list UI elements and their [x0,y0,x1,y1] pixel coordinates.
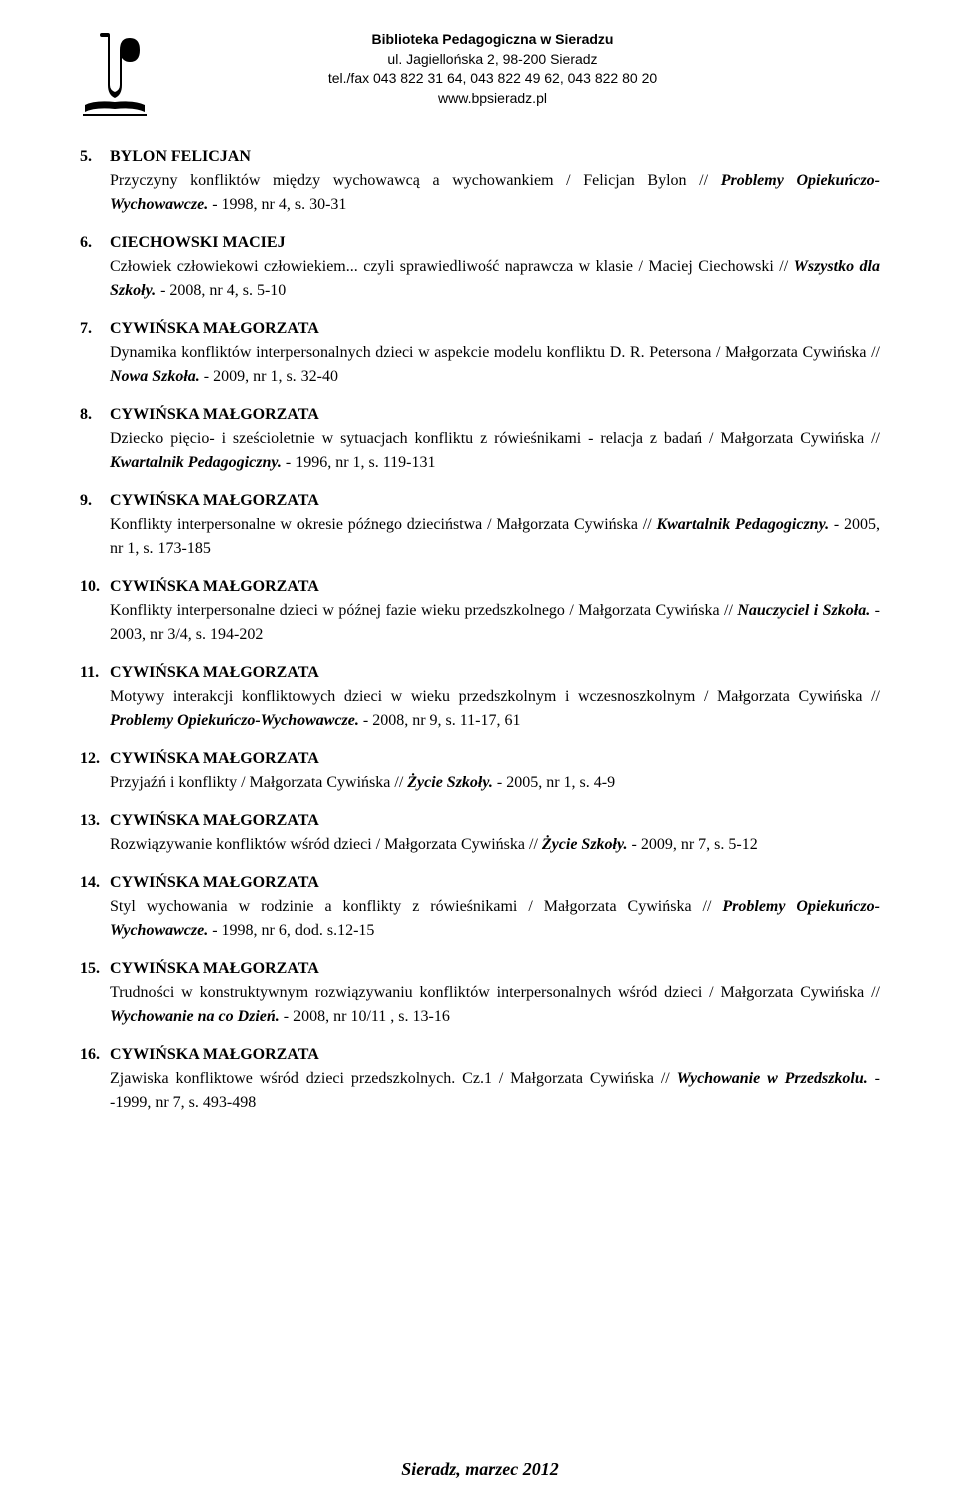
entry-heading: 13.CYWIŃSKA MAŁGORZATA [80,809,880,833]
entry-body: Dynamika konfliktów interpersonalnych dz… [110,341,880,389]
entry-body-pre: Człowiek człowiekowi człowiekiem... czyl… [110,258,794,275]
entry-heading: 10.CYWIŃSKA MAŁGORZATA [80,575,880,599]
entry-number: 6. [80,231,110,255]
entry-source-title: Kwartalnik Pedagogiczny. [110,454,282,471]
entry-heading: 15.CYWIŃSKA MAŁGORZATA [80,957,880,981]
entry-body-post: - 2009, nr 7, s. 5-12 [628,836,758,853]
entry-number: 12. [80,747,110,771]
entry-source-title: Wychowanie w Przedszkolu. [677,1070,868,1087]
entry-source-title: Kwartalnik Pedagogiczny. [656,516,829,533]
bibliography-entry: 6.CIECHOWSKI MACIEJ Człowiek człowiekowi … [80,231,880,303]
entry-body-pre: Dziecko pięcio- i sześcioletnie w sytuac… [110,430,880,447]
bibliography-entry: 11.CYWIŃSKA MAŁGORZATA Motywy interakcji … [80,661,880,733]
entry-author: CYWIŃSKA MAŁGORZATA [110,871,319,895]
entry-body-pre: Przyczyny konfliktów między wychowawcą a… [110,172,721,189]
entry-body-pre: Przyjaźń i konflikty / Małgorzata Cywińs… [110,774,407,791]
entry-body: Dziecko pięcio- i sześcioletnie w sytuac… [110,427,880,475]
entry-body-pre: Styl wychowania w rodzinie a konflikty z… [110,898,722,915]
document-header: Biblioteka Pedagogiczna w Sieradzu ul. J… [80,30,880,120]
entry-body: Rozwiązywanie konfliktów wśród dzieci / … [110,833,880,857]
entry-body: Motywy interakcji konfliktowych dzieci w… [110,685,880,733]
entry-author: CYWIŃSKA MAŁGORZATA [110,809,319,833]
entry-heading: 6.CIECHOWSKI MACIEJ [80,231,880,255]
entry-body-pre: Konflikty interpersonalne dzieci w późne… [110,602,737,619]
bibliography-entry: 8.CYWIŃSKA MAŁGORZATA Dziecko pięcio- i s… [80,403,880,475]
entry-body: Konflikty interpersonalne w okresie późn… [110,513,880,561]
bibliography-entry: 5.BYLON FELICJAN Przyczyny konfliktów mię… [80,145,880,217]
entry-number: 5. [80,145,110,169]
entry-body: Przyczyny konfliktów między wychowawcą a… [110,169,880,217]
entry-heading: 12.CYWIŃSKA MAŁGORZATA [80,747,880,771]
bibliography-entry: 14.CYWIŃSKA MAŁGORZATA Styl wychowania w … [80,871,880,943]
entry-body: Przyjaźń i konflikty / Małgorzata Cywińs… [110,771,880,795]
entry-heading: 11.CYWIŃSKA MAŁGORZATA [80,661,880,685]
entry-number: 10. [80,575,110,599]
bibliography-entry: 7.CYWIŃSKA MAŁGORZATA Dynamika konfliktów… [80,317,880,389]
entry-number: 9. [80,489,110,513]
entry-author: CIECHOWSKI MACIEJ [110,231,286,255]
entry-author: CYWIŃSKA MAŁGORZATA [110,747,319,771]
entry-body-pre: Zjawiska konfliktowe wśród dzieci przeds… [110,1070,677,1087]
entry-body-post: - 2005, nr 1, s. 4-9 [493,774,615,791]
entry-heading: 14.CYWIŃSKA MAŁGORZATA [80,871,880,895]
entry-author: CYWIŃSKA MAŁGORZATA [110,1043,319,1067]
entry-body-post: - 2009, nr 1, s. 32-40 [200,368,338,385]
entry-body-pre: Konflikty interpersonalne w okresie późn… [110,516,656,533]
entry-number: 11. [80,661,110,685]
document-footer: Sieradz, marzec 2012 [0,1459,960,1480]
bibliography-entry: 12.CYWIŃSKA MAŁGORZATA Przyjaźń i konflik… [80,747,880,795]
header-address: Biblioteka Pedagogiczna w Sieradzu ul. J… [105,30,880,108]
entry-heading: 5.BYLON FELICJAN [80,145,880,169]
entry-source-title: Problemy Opiekuńczo-Wychowawcze. [110,712,359,729]
entry-number: 8. [80,403,110,427]
entry-number: 16. [80,1043,110,1067]
entry-body: Zjawiska konfliktowe wśród dzieci przeds… [110,1067,880,1115]
entry-author: CYWIŃSKA MAŁGORZATA [110,575,319,599]
entry-number: 13. [80,809,110,833]
entry-author: CYWIŃSKA MAŁGORZATA [110,661,319,685]
entry-body-pre: Motywy interakcji konfliktowych dzieci w… [110,688,880,705]
entry-body-pre: Trudności w konstruktywnym rozwiązywaniu… [110,984,880,1001]
entry-body-post: - 1996, nr 1, s. 119-131 [282,454,436,471]
entry-heading: 9.CYWIŃSKA MAŁGORZATA [80,489,880,513]
entry-heading: 7.CYWIŃSKA MAŁGORZATA [80,317,880,341]
entry-body: Trudności w konstruktywnym rozwiązywaniu… [110,981,880,1029]
header-line4: www.bpsieradz.pl [105,89,880,109]
entry-heading: 8.CYWIŃSKA MAŁGORZATA [80,403,880,427]
entry-body-post: - 2008, nr 9, s. 11-17, 61 [359,712,521,729]
header-line3: tel./fax 043 822 31 64, 043 822 49 62, 0… [105,69,880,89]
entry-source-title: Nowa Szkoła. [110,368,200,385]
bibliography-entry: 16.CYWIŃSKA MAŁGORZATA Zjawiska konflikto… [80,1043,880,1115]
entry-body-post: - 1998, nr 6, dod. s.12-15 [208,922,374,939]
entry-author: CYWIŃSKA MAŁGORZATA [110,317,319,341]
entry-body-post: - 2008, nr 4, s. 5-10 [156,282,286,299]
bibliography-entry: 10.CYWIŃSKA MAŁGORZATA Konflikty interper… [80,575,880,647]
entry-body-pre: Dynamika konfliktów interpersonalnych dz… [110,344,880,361]
entry-number: 14. [80,871,110,895]
entry-heading: 16.CYWIŃSKA MAŁGORZATA [80,1043,880,1067]
bibliography-entry: 13.CYWIŃSKA MAŁGORZATA Rozwiązywanie konf… [80,809,880,857]
entry-source-title: Życie Szkoły. [407,774,493,791]
entry-number: 7. [80,317,110,341]
header-line2: ul. Jagiellońska 2, 98-200 Sieradz [105,50,880,70]
entry-body-post: - 2008, nr 10/11 , s. 13-16 [280,1008,450,1025]
entry-body-post: - 1998, nr 4, s. 30-31 [208,196,346,213]
entry-body-pre: Rozwiązywanie konfliktów wśród dzieci / … [110,836,542,853]
entry-body: Człowiek człowiekowi człowiekiem... czyl… [110,255,880,303]
header-line1: Biblioteka Pedagogiczna w Sieradzu [105,30,880,50]
entry-number: 15. [80,957,110,981]
entry-author: CYWIŃSKA MAŁGORZATA [110,403,319,427]
entry-source-title: Wychowanie na co Dzień. [110,1008,280,1025]
entry-source-title: Nauczyciel i Szkoła. [737,602,870,619]
entry-author: BYLON FELICJAN [110,145,251,169]
bibliography-entry: 9.CYWIŃSKA MAŁGORZATA Konflikty interpers… [80,489,880,561]
entry-author: CYWIŃSKA MAŁGORZATA [110,957,319,981]
bibliography-entry: 15.CYWIŃSKA MAŁGORZATA Trudności w konstr… [80,957,880,1029]
entry-source-title: Życie Szkoły. [542,836,628,853]
entry-body: Styl wychowania w rodzinie a konflikty z… [110,895,880,943]
entry-author: CYWIŃSKA MAŁGORZATA [110,489,319,513]
bibliography-list: 5.BYLON FELICJAN Przyczyny konfliktów mię… [80,145,880,1115]
entry-body: Konflikty interpersonalne dzieci w późne… [110,599,880,647]
